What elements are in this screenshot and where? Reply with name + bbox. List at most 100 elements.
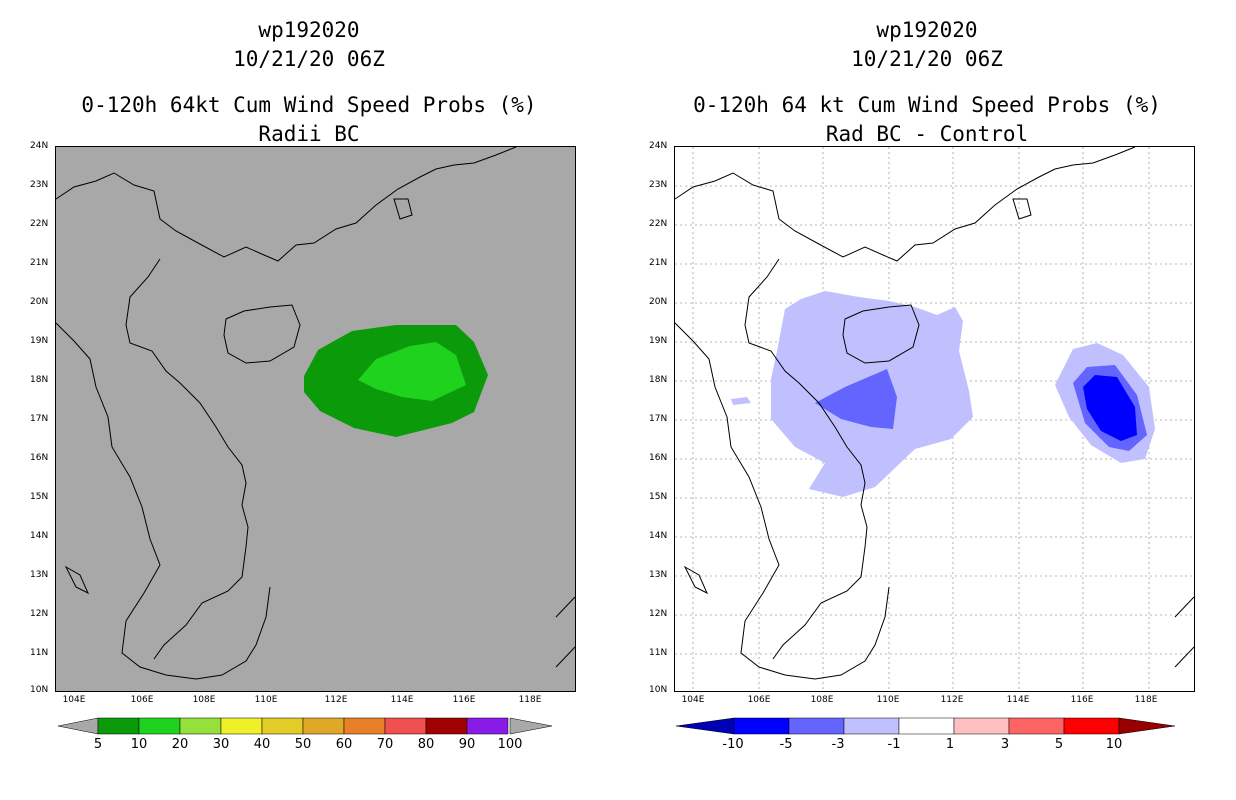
right-header: wp192020 10/21/20 06Z bbox=[618, 16, 1236, 74]
colorbar-swatch bbox=[788, 717, 845, 735]
right-colorbar bbox=[675, 717, 1176, 735]
lat-label: 13N bbox=[649, 570, 668, 580]
colorbar-swatch bbox=[1008, 717, 1065, 735]
colorbar-label: 10 bbox=[1105, 737, 1123, 752]
colorbar-swatch bbox=[97, 717, 140, 735]
left-datetime: 10/21/20 06Z bbox=[233, 47, 385, 71]
lat-label: 11N bbox=[30, 648, 49, 658]
lon-label: 116E bbox=[1070, 695, 1094, 705]
lat-label: 20N bbox=[30, 297, 49, 307]
left-header: wp192020 10/21/20 06Z bbox=[0, 16, 618, 74]
lat-label: 16N bbox=[30, 453, 49, 463]
colorbar-label: 80 bbox=[417, 737, 435, 752]
lon-label: 118E bbox=[1134, 695, 1158, 705]
lon-label: 114E bbox=[390, 695, 414, 705]
lon-label: 110E bbox=[876, 695, 900, 705]
coastline bbox=[674, 146, 1195, 680]
map-grid bbox=[675, 147, 1194, 691]
lat-label: 24N bbox=[30, 141, 49, 151]
lat-label: 17N bbox=[30, 414, 49, 424]
lat-label: 10N bbox=[30, 685, 49, 695]
colorbar-under-arrow bbox=[675, 717, 735, 735]
right-map-svg bbox=[674, 146, 1195, 691]
left-map[interactable] bbox=[55, 146, 576, 692]
lat-label: 21N bbox=[30, 258, 49, 268]
lat-label: 21N bbox=[649, 258, 668, 268]
lat-label: 19N bbox=[649, 336, 668, 346]
lon-label: 118E bbox=[518, 695, 542, 705]
colorbar-swatch bbox=[466, 717, 509, 735]
colorbar-swatch bbox=[302, 717, 345, 735]
colorbar-over-arrow bbox=[1118, 717, 1176, 735]
colorbar-under-arrow bbox=[57, 717, 99, 735]
colorbar-swatch bbox=[179, 717, 222, 735]
left-colorbar-cells bbox=[97, 717, 509, 735]
colorbar-label: 1 bbox=[945, 737, 955, 752]
colorbar-label: 5 bbox=[93, 737, 103, 752]
colorbar-label: -5 bbox=[779, 737, 793, 752]
lat-label: 23N bbox=[649, 180, 668, 190]
lat-label: 14N bbox=[30, 531, 49, 541]
lat-label: 19N bbox=[30, 336, 49, 346]
colorbar-over-arrow bbox=[509, 717, 553, 735]
lat-label: 10N bbox=[649, 685, 668, 695]
colorbar-swatch bbox=[261, 717, 304, 735]
colorbar-swatch bbox=[898, 717, 955, 735]
diff-contour-minus1-west-coast bbox=[731, 397, 751, 405]
lon-label: 114E bbox=[1006, 695, 1030, 705]
diff-contour-minus3-west bbox=[815, 369, 897, 429]
lat-label: 12N bbox=[649, 609, 668, 619]
colorbar-label: 100 bbox=[497, 737, 523, 752]
lat-label: 18N bbox=[649, 375, 668, 385]
diff-contour-minus5-east bbox=[1083, 375, 1137, 441]
colorbar-swatch bbox=[843, 717, 900, 735]
left-subtitle: Radii BC bbox=[258, 122, 360, 146]
lon-label: 112E bbox=[324, 695, 348, 705]
lon-label: 106E bbox=[747, 695, 771, 705]
lon-label: 108E bbox=[810, 695, 834, 705]
colorbar-label: 60 bbox=[335, 737, 353, 752]
lon-label: 110E bbox=[254, 695, 278, 705]
left-panel: wp192020 10/21/20 06Z 0-120h 64kt Cum Wi… bbox=[0, 16, 618, 752]
lat-label: 22N bbox=[30, 219, 49, 229]
colorbar-swatch bbox=[1063, 717, 1120, 735]
lon-label: 106E bbox=[130, 695, 154, 705]
lat-label: 14N bbox=[649, 531, 668, 541]
colorbar-swatch bbox=[733, 717, 790, 735]
lat-label: 18N bbox=[30, 375, 49, 385]
right-datetime: 10/21/20 06Z bbox=[851, 47, 1003, 71]
colorbar-swatch bbox=[953, 717, 1010, 735]
colorbar-swatch bbox=[384, 717, 427, 735]
colorbar-swatch bbox=[343, 717, 386, 735]
lat-label: 17N bbox=[649, 414, 668, 424]
colorbar-label: 30 bbox=[212, 737, 230, 752]
lat-label: 16N bbox=[649, 453, 668, 463]
right-title-block: 0-120h 64 kt Cum Wind Speed Probs (%) Ra… bbox=[618, 91, 1236, 149]
colorbar-swatch bbox=[220, 717, 263, 735]
lat-label: 15N bbox=[649, 492, 668, 502]
left-title-block: 0-120h 64kt Cum Wind Speed Probs (%) Rad… bbox=[0, 91, 618, 149]
lon-label: 108E bbox=[192, 695, 216, 705]
lat-label: 23N bbox=[30, 180, 49, 190]
lon-label: 104E bbox=[681, 695, 705, 705]
lat-label: 20N bbox=[649, 297, 668, 307]
colorbar-label: 20 bbox=[171, 737, 189, 752]
colorbar-label: 5 bbox=[1054, 737, 1064, 752]
right-title: 0-120h 64 kt Cum Wind Speed Probs (%) bbox=[693, 93, 1161, 117]
colorbar-label: 3 bbox=[1000, 737, 1010, 752]
coastline bbox=[55, 146, 576, 680]
lon-label: 104E bbox=[62, 695, 86, 705]
lat-label: 15N bbox=[30, 492, 49, 502]
colorbar-swatch bbox=[425, 717, 468, 735]
lon-label: 112E bbox=[940, 695, 964, 705]
right-storm-id: wp192020 bbox=[876, 18, 978, 42]
left-storm-id: wp192020 bbox=[258, 18, 360, 42]
colorbar-label: 50 bbox=[294, 737, 312, 752]
colorbar-label: -3 bbox=[831, 737, 845, 752]
colorbar-label: -10 bbox=[722, 737, 744, 752]
right-panel: wp192020 10/21/20 06Z 0-120h 64 kt Cum W… bbox=[618, 0, 1236, 800]
right-map[interactable] bbox=[674, 146, 1195, 692]
colorbar-swatch bbox=[138, 717, 181, 735]
right-colorbar-cells bbox=[675, 717, 1176, 735]
prob-contour-10pct bbox=[358, 342, 466, 401]
